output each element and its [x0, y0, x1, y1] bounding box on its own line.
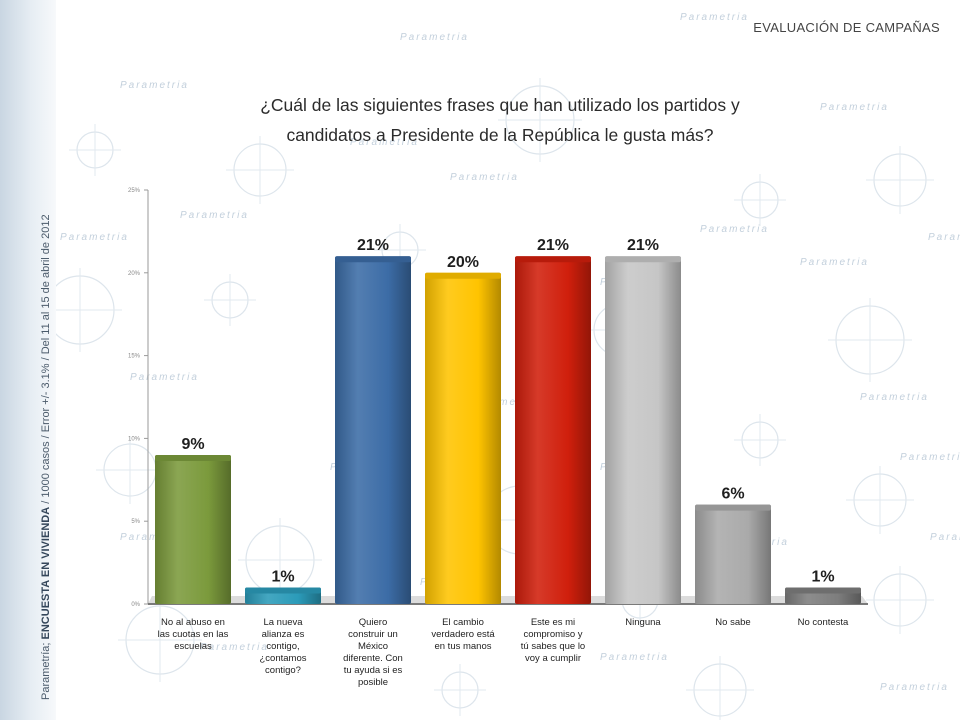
bar-value-label: 9% — [181, 436, 204, 453]
bar — [785, 587, 861, 604]
bar — [605, 256, 681, 604]
watermark-text: Parametria — [470, 397, 539, 408]
category-label-line: compromiso y — [523, 629, 583, 640]
chart-question-line-2: candidatos a Presidente de la República … — [286, 125, 714, 145]
watermark-text: Parametria — [130, 372, 199, 383]
bar-body — [695, 504, 771, 604]
watermark-text: Parametria — [120, 80, 189, 91]
watermark-text: Parametria — [820, 102, 889, 113]
bar-value-label: 21% — [357, 237, 389, 254]
category-label: Ninguna — [599, 617, 687, 629]
watermark-text: Parametria — [120, 532, 189, 543]
category-label: No al abuso en las cuotas en las escuelas — [149, 617, 237, 653]
bar-body — [155, 454, 231, 604]
bar-body — [605, 256, 681, 604]
bar-body — [425, 272, 501, 604]
category-label-line: No al abuso en — [161, 617, 225, 628]
section-title: EVALUACIÓN DE CAMPAÑAS — [753, 20, 940, 35]
watermark-text: Parametria — [880, 682, 949, 693]
category-label-line: Quiero — [358, 617, 388, 628]
bar-value-label: 21% — [537, 237, 569, 254]
category-label: Este es mi compromiso y tú sabes que lo voy… — [509, 617, 597, 665]
watermark-text: Parametria — [928, 232, 960, 243]
category-label-line: tu ayuda si es — [343, 665, 403, 676]
bar-value-label: 1% — [271, 568, 294, 585]
watermark-text: Parametria — [800, 257, 869, 268]
watermark-text: Parametria — [180, 210, 249, 221]
bar-cap — [695, 504, 771, 511]
bar-value-label: 21% — [627, 237, 659, 254]
y-tick-label: 0% — [131, 602, 140, 608]
watermark-text: Parametria — [200, 642, 269, 653]
category-label-line: La nueva — [263, 617, 303, 628]
category-label-line: tú sabes que lo — [520, 641, 586, 652]
bar — [245, 587, 321, 604]
bar-value-label: 6% — [721, 486, 744, 503]
watermark-text: Parametria — [680, 12, 749, 23]
category-label-line: Ninguna — [625, 617, 661, 628]
watermark-text: Parametria — [600, 652, 669, 663]
chart-question-line-1: ¿Cuál de las siguientes frases que han u… — [260, 95, 740, 115]
y-tick-label: 15% — [128, 354, 141, 360]
category-label-line: alianza es — [261, 629, 305, 640]
category-label: Quiero construir un México diferente. Con tu… — [329, 617, 417, 689]
watermark-text: Parametria — [700, 224, 769, 235]
watermark-text: Parametria — [400, 32, 469, 43]
bar-value-label: 1% — [811, 568, 834, 585]
category-label-line: escuelas — [174, 641, 212, 652]
category-label-line: diferente. Con — [343, 653, 403, 664]
category-label-line: contigo? — [265, 665, 301, 676]
bar — [335, 256, 411, 604]
category-label-line: Este es mi — [530, 617, 576, 628]
category-label-line: posible — [357, 677, 389, 688]
bar-cap — [785, 587, 861, 594]
category-label-line: México — [357, 641, 389, 652]
watermark-text: Parametria — [450, 172, 519, 183]
watermark-text: Parametria — [60, 232, 129, 243]
watermark-text: Parametria — [900, 452, 960, 463]
bar-cap — [245, 587, 321, 594]
y-tick-label: 25% — [128, 188, 141, 194]
chart-question: ¿Cuál de las siguientes frases que han u… — [200, 90, 800, 150]
bar — [155, 454, 231, 604]
category-label-line: El cambio — [442, 617, 484, 628]
category-label-line: No sabe — [715, 617, 751, 628]
chart-floor — [148, 596, 868, 604]
y-tick-label: 20% — [128, 271, 141, 277]
bar-cap — [515, 256, 591, 263]
bar-body — [515, 256, 591, 604]
category-label-line: construir un — [348, 629, 398, 640]
category-label-line: verdadero está — [431, 629, 495, 640]
category-label-line: No contesta — [797, 617, 849, 628]
category-label-line: las cuotas en las — [157, 629, 229, 640]
bar-value-label: 20% — [447, 254, 479, 271]
category-label: No contesta — [779, 617, 867, 629]
category-label: La nueva alianza es contigo, ¿contamos conti… — [239, 617, 327, 677]
bar — [695, 504, 771, 604]
category-label-line: contigo, — [266, 641, 300, 652]
category-label-line: en tus manos — [434, 641, 492, 652]
watermark-text: Parametria — [930, 532, 960, 543]
bar-cap — [605, 256, 681, 263]
side-band — [0, 0, 56, 720]
watermark-text: Parametria — [350, 137, 419, 148]
category-label: No sabe — [689, 617, 777, 629]
bar-body — [335, 256, 411, 604]
bar — [515, 256, 591, 604]
y-tick-label: 5% — [131, 519, 140, 525]
bar-cap — [155, 454, 231, 461]
category-label-line: voy a cumplir — [525, 653, 581, 664]
y-tick-label: 10% — [128, 436, 141, 442]
bar-cap — [335, 256, 411, 263]
watermark-text: Parametria — [860, 392, 929, 403]
category-label-line: ¿contamos — [259, 653, 307, 664]
bar-cap — [425, 272, 501, 279]
category-label: El cambio verdadero está en tus manos — [419, 617, 507, 653]
bar — [425, 272, 501, 604]
